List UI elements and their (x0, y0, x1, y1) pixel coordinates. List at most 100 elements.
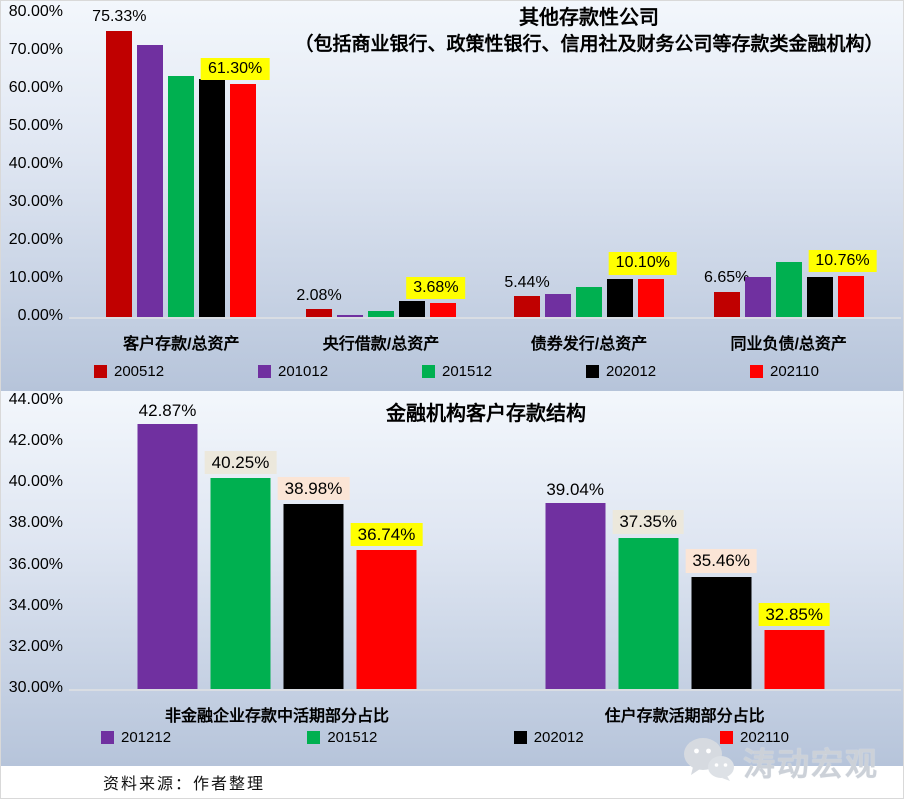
legend-item-201012: 201012 (258, 363, 328, 380)
bar-group: 42.87% 40.25% 38.98% 36.74% (137, 401, 423, 689)
legend-swatch (94, 365, 107, 378)
bar-202110: 10.10% (608, 252, 677, 317)
category-label: 客户存款/总资产 (123, 336, 240, 353)
bar-200512: 6.65% (704, 269, 749, 317)
bar-201512: 40.25% (204, 450, 277, 689)
category-label: 同业负债/总资产 (730, 336, 847, 353)
legend-swatch (258, 365, 271, 378)
footer: 资料来源：作者整理 (1, 766, 903, 798)
data-label: 2.08% (296, 286, 342, 304)
legend-item-202012: 202012 (513, 729, 584, 746)
bar-202012 (199, 78, 226, 317)
y-tick-label: 42.00% (8, 432, 63, 450)
bar-202110: 61.30% (200, 57, 270, 317)
data-label: 61.30% (200, 57, 270, 81)
legend-label: 201512 (442, 363, 493, 380)
legend-item-201512: 201512 (422, 363, 492, 380)
y-tick-label: 30.00% (8, 679, 63, 696)
bar-201212: 42.87% (137, 401, 198, 689)
y-tick-label: 34.00% (8, 596, 63, 614)
bar-group: 2.08% 3.68% (296, 276, 466, 317)
bar-201212: 39.04% (545, 480, 606, 689)
category-label: 非金融企业存款中活期部分占比 (164, 708, 390, 725)
legend-item-201512: 201512 (307, 729, 377, 746)
legend-label: 202012 (533, 729, 584, 746)
bar-201512 (775, 261, 802, 317)
bar-202012: 38.98% (277, 476, 350, 689)
legend: 201212 201512 202012 202110 (101, 729, 789, 746)
bar-201512 (368, 311, 394, 317)
data-label: 35.46% (685, 549, 758, 573)
bar-201012 (137, 44, 164, 317)
data-label: 40.25% (204, 450, 277, 475)
category-label: 住户存款活期部分占比 (604, 708, 765, 725)
wechat-icon (683, 736, 735, 787)
y-tick-label: 70.00% (8, 41, 63, 58)
data-label: 75.33% (92, 8, 147, 26)
legend-swatch (307, 731, 321, 744)
legend-swatch (422, 365, 435, 378)
y-tick-label: 10.00% (8, 269, 63, 286)
data-label: 3.68% (406, 276, 466, 300)
y-tick-label: 20.00% (8, 231, 63, 248)
data-label: 6.65% (703, 269, 750, 287)
category-label: 央行借款/总资产 (322, 336, 440, 353)
bar-202012: 35.46% (685, 549, 758, 689)
bar-201512 (576, 286, 602, 317)
y-tick-label: 60.00% (8, 79, 63, 96)
bar-group: 5.44% 10.10% (504, 252, 677, 317)
top-chart-title: 其他存款性公司 （包括商业银行、政策性银行、信用社及财务公司等存款类金融机构） (275, 4, 903, 59)
data-label: 36.74% (350, 522, 423, 547)
data-label: 42.87% (138, 400, 197, 420)
bar-202110: 3.68% (406, 276, 466, 317)
bar-202110: 36.74% (350, 522, 423, 689)
watermark-text: 涛动宏观 (743, 745, 880, 782)
y-tick-label: 50.00% (8, 117, 63, 134)
bar-201012 (744, 276, 771, 317)
legend-label: 201012 (278, 363, 329, 380)
data-label: 10.76% (808, 249, 877, 273)
bar-group: 39.04% 37.35% 35.46% 32.85% (545, 480, 831, 689)
y-tick-label: 38.00% (8, 514, 63, 532)
bar-group: 6.65% 10.76% (704, 249, 877, 317)
data-label: 39.04% (546, 479, 605, 499)
bottom-chart-panel: 金融机构客户存款结构 44.00% 42.00% 40.00% 38.00% 36.00… (1, 391, 903, 766)
top-chart-title-line2: （包括商业银行、政策性银行、信用社及财务公司等存款类金融机构） (294, 34, 884, 55)
bar-201512: 37.35% (612, 510, 685, 689)
legend-swatch (101, 731, 114, 744)
watermark: 涛动宏观 (683, 736, 879, 787)
bar-202012 (806, 277, 833, 317)
data-label: 37.35% (612, 510, 685, 534)
bar-200512: 2.08% (296, 287, 342, 317)
y-tick-label: 40.00% (8, 473, 63, 491)
legend-swatch (513, 731, 527, 744)
y-tick-label: 80.00% (8, 3, 63, 20)
bar-200512: 5.44% (504, 274, 550, 317)
legend-label: 201512 (327, 729, 378, 746)
data-label: 10.10% (608, 252, 677, 275)
legend-item-202012: 202012 (586, 363, 656, 380)
y-tick-label: 44.00% (8, 391, 63, 408)
legend-item-202110: 202110 (750, 363, 819, 380)
y-tick-label: 40.00% (8, 155, 63, 172)
data-label: 38.98% (277, 476, 350, 501)
bar-202012 (399, 301, 425, 317)
source-note: 资料来源：作者整理 (103, 776, 266, 793)
legend: 200512 201012 201512 202012 202110 (94, 363, 819, 380)
legend-swatch (750, 365, 763, 378)
bar-200512: 75.33% (92, 8, 146, 317)
legend-label: 202110 (770, 363, 819, 380)
bar-201012 (545, 293, 571, 317)
y-tick-label: 30.00% (8, 193, 63, 210)
category-label: 债券发行/总资产 (530, 336, 648, 353)
bar-201512 (168, 76, 195, 317)
legend-label: 200512 (114, 363, 165, 380)
legend-item-202110: 202110 (720, 729, 789, 746)
bar-group: 75.33% 61.30% (92, 8, 270, 317)
legend-item-201212: 201212 (101, 729, 171, 746)
data-label: 32.85% (758, 602, 831, 627)
plot-area: 75.33% 61.30% 客户存款/总资产 2.08% 3.68% 央行借款/总资产 5.… (69, 8, 901, 353)
y-tick-label: 36.00% (8, 555, 63, 573)
y-tick-label: 0.00% (17, 307, 63, 324)
